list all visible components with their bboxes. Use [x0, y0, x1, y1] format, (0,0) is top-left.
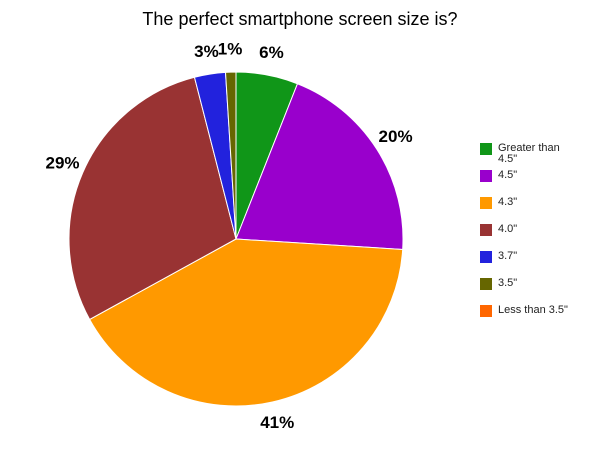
legend-swatch [480, 170, 492, 182]
legend-swatch [480, 143, 492, 155]
data-label: 1% [218, 40, 243, 59]
chart-title: The perfect smartphone screen size is? [142, 9, 457, 29]
legend-item: 3.7" [480, 251, 590, 278]
legend-item: 4.0" [480, 224, 590, 251]
data-label: 6% [259, 43, 284, 62]
pie-slice [68, 76, 237, 321]
legend-item: 4.3" [480, 197, 590, 224]
legend-label: 4.0" [498, 223, 518, 235]
legend-label: 3.5" [498, 277, 518, 289]
data-label: 29% [46, 153, 80, 172]
pie-slice [88, 238, 404, 407]
legend-swatch [480, 251, 492, 263]
legend-item: 3.5" [480, 278, 590, 305]
legend-swatch [480, 224, 492, 236]
legend-label: 3.7" [498, 250, 518, 262]
pie-slice [235, 83, 404, 251]
legend-label: 4.5" [498, 169, 518, 181]
legend-swatch [480, 305, 492, 317]
legend-label: 4.3" [498, 196, 518, 208]
legend-swatch [480, 197, 492, 209]
data-label: 20% [379, 127, 413, 146]
legend: Greater than 4.5" 4.5" 4.3" 4.0" 3.7" 3.5" Les… [480, 143, 590, 332]
legend-swatch [480, 278, 492, 290]
legend-label: Less than 3.5" [498, 304, 568, 316]
legend-item: Greater than 4.5" [480, 143, 590, 170]
legend-label: Greater than 4.5" [498, 142, 560, 165]
legend-item: 4.5" [480, 170, 590, 197]
data-label: 41% [260, 413, 294, 432]
legend-item: Less than 3.5" [480, 305, 590, 332]
data-label: 3% [194, 42, 219, 61]
